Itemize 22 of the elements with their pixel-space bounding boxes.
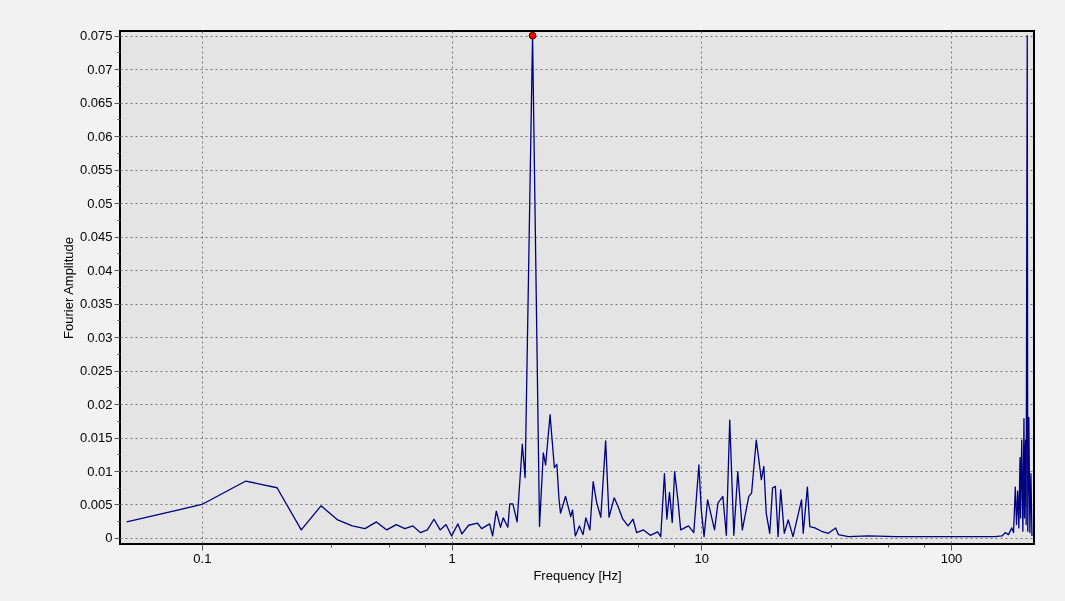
y-axis-title: Fourier Amplitude [60, 237, 76, 339]
y-tick-label: 0.015 [79, 430, 113, 446]
y-tick-label: 0.01 [87, 463, 113, 479]
y-tick-label: 0.035 [79, 296, 113, 312]
x-tick-label: 100 [940, 550, 963, 566]
y-tick-label: 0.045 [79, 229, 113, 245]
x-tick-label: 10 [694, 550, 710, 566]
y-tick-label: 0.025 [79, 363, 113, 379]
y-tick-label: 0.055 [79, 162, 113, 178]
y-tick-label: 0.02 [87, 396, 113, 412]
y-tick-label: 0.07 [87, 61, 113, 77]
y-tick-label: 0.075 [79, 28, 113, 44]
y-tick-label: 0.03 [87, 329, 113, 345]
x-tick-label: 1 [448, 550, 456, 566]
y-tick-label: 0.065 [79, 95, 113, 111]
y-tick-label: 0.06 [87, 128, 113, 144]
y-tick-label: 0.005 [79, 496, 113, 512]
y-tick-label: 0.05 [87, 195, 113, 211]
y-tick-label: 0 [105, 530, 113, 546]
y-tick-label: 0.04 [87, 262, 113, 278]
x-tick-label: 0.1 [193, 550, 212, 566]
x-axis-title: Frequency [Hz] [533, 567, 622, 583]
